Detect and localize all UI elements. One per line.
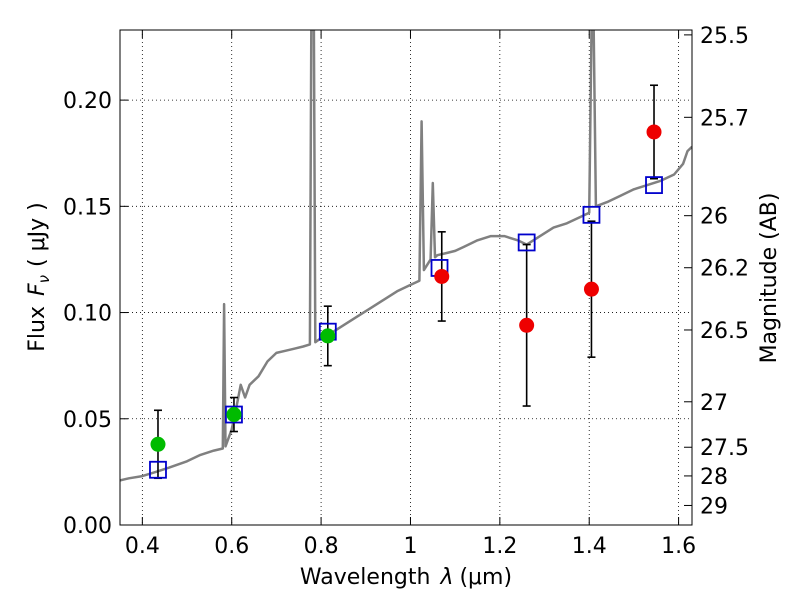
y2-tick-label: 26 (700, 205, 728, 230)
model-square-marker (582, 205, 601, 224)
detection-point (434, 268, 450, 284)
template-spectrum-layer (120, 30, 692, 482)
y-tick-label: 0.05 (63, 408, 112, 433)
x-tick-label: 1.6 (661, 534, 696, 559)
detection-point (519, 317, 535, 333)
detection-point (226, 407, 242, 423)
x-tick-label: 0.6 (214, 534, 249, 559)
y2-tick-label: 29 (700, 494, 728, 519)
y-tick-label: 0.15 (63, 195, 112, 220)
y-axis-ticks: 0.00 0.05 0.10 0.15 0.20 (63, 89, 128, 539)
x-tick-label: 1.2 (482, 534, 517, 559)
model-square-marker (645, 176, 663, 194)
y-tick-label: 0.10 (63, 302, 112, 327)
y2-tick-label: 28 (700, 465, 728, 490)
grid-lines (120, 30, 692, 526)
y-tick-label: 0.20 (63, 89, 112, 114)
y2-tick-label: 26.2 (700, 257, 749, 282)
template-spectrum-line (120, 30, 692, 482)
x-axis-label: Wavelength λ (μm) (300, 565, 512, 590)
y-axis-label: FluxFν( μJy ) (25, 202, 53, 351)
y2-tick-label: 27.5 (700, 436, 749, 461)
model-square-layer (149, 176, 663, 479)
x-tick-label: 0.8 (304, 534, 339, 559)
y2-axis-label: Magnitude (AB) (757, 193, 782, 364)
y2-tick-label: 25.5 (700, 24, 749, 49)
y2-tick-label: 27 (700, 391, 728, 416)
y-tick-label: 0.00 (63, 514, 112, 539)
model-square-marker (517, 233, 536, 252)
detection-point (150, 436, 166, 452)
y2-tick-label: 25.7 (700, 106, 749, 131)
x-tick-label: 0.4 (125, 534, 160, 559)
y2-axis-ticks: 25.5 25.7 26 26.2 26.5 27 27.5 28 29 (684, 24, 749, 519)
detection-point-layer (150, 124, 662, 452)
model-square-marker (225, 405, 243, 424)
detection-point (320, 328, 336, 344)
plot-frame (119, 29, 693, 526)
model-square-marker (149, 460, 167, 479)
x-tick-label: 1.4 (572, 534, 607, 559)
y2-tick-label: 26.5 (700, 319, 749, 344)
detection-point (646, 124, 662, 140)
x-axis-ticks: 0.4 0.6 0.8 1 1.2 1.4 1.6 (125, 30, 696, 559)
detection-point (583, 281, 599, 297)
x-tick-label: 1 (403, 534, 417, 559)
